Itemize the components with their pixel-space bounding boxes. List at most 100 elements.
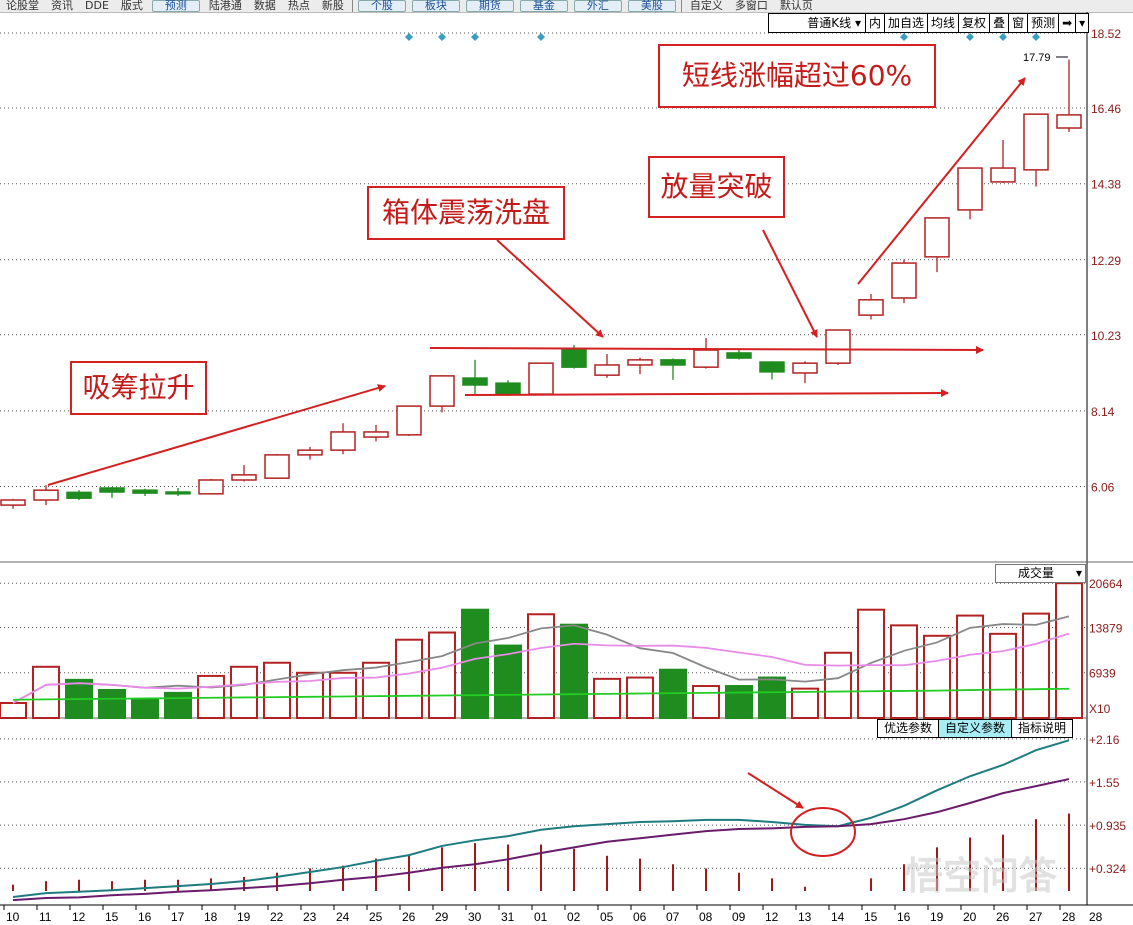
menu-item[interactable]: 热点 xyxy=(287,0,310,12)
event-marker-icon xyxy=(405,33,413,41)
button-window[interactable]: 窗 xyxy=(1009,14,1029,32)
market-button-sector[interactable]: 板块 xyxy=(411,0,460,12)
candle-02 xyxy=(561,349,587,368)
date-label: 02 xyxy=(567,910,581,924)
indicator-select-value: 成交量 xyxy=(1017,566,1054,580)
volume-bar-26 xyxy=(989,632,1017,719)
button-moving-average[interactable]: 均线 xyxy=(928,14,960,32)
event-marker-icon xyxy=(1032,33,1040,41)
annotation-arrow xyxy=(47,384,386,486)
candle-10 xyxy=(0,499,26,506)
date-label: 28 xyxy=(1089,910,1103,924)
candle-07 xyxy=(660,359,686,366)
candle-30 xyxy=(462,377,488,386)
max-price-label: 17.79 xyxy=(1023,52,1051,64)
volume-bar-17 xyxy=(164,691,192,720)
candle-25 xyxy=(363,431,389,438)
candle-12 xyxy=(759,361,785,373)
event-marker-icon xyxy=(966,33,974,41)
date-label: 15 xyxy=(864,910,878,924)
dropdown-icon[interactable]: ▾ xyxy=(1079,16,1086,30)
date-label: 12 xyxy=(72,910,86,924)
jump-to-end-icon[interactable]: ➡ xyxy=(1059,14,1077,32)
market-button-stock[interactable]: 个股 xyxy=(357,0,406,12)
volume-bar-02 xyxy=(560,623,588,720)
macd-tick-label: +0.324 xyxy=(1089,862,1126,876)
date-label: 07 xyxy=(666,910,680,924)
button-add-watchlist[interactable]: 加自选 xyxy=(885,14,929,32)
date-label: 26 xyxy=(402,910,416,924)
volume-bar-22 xyxy=(263,661,291,720)
menu-item[interactable]: 自定义 xyxy=(689,0,723,12)
volume-bar-24 xyxy=(329,671,357,719)
volume-tick-label: 6939 xyxy=(1089,667,1116,681)
annotation-accumulation: 吸筹拉升 xyxy=(70,361,207,415)
annotation-circle xyxy=(790,807,856,857)
candle-06 xyxy=(627,359,653,366)
menu-item[interactable]: DDE xyxy=(85,0,109,12)
candle-05 xyxy=(594,364,620,376)
volume-bar-16 xyxy=(890,624,918,719)
date-label: 19 xyxy=(930,910,944,924)
candle-13 xyxy=(792,362,818,374)
date-label: 06 xyxy=(633,910,647,924)
volume-bar-28 xyxy=(1055,582,1083,720)
date-label: 27 xyxy=(1029,910,1043,924)
market-button-futures[interactable]: 期货 xyxy=(465,0,514,12)
annotation-arrow xyxy=(464,389,949,398)
market-button-fund[interactable]: 基金 xyxy=(519,0,568,12)
price-tick-label: 18.52 xyxy=(1091,27,1121,41)
predict-button[interactable]: 预测 xyxy=(151,0,200,12)
annotation-arrow xyxy=(857,77,1026,285)
volume-tick-label: 20664 xyxy=(1089,577,1123,591)
date-label: 13 xyxy=(798,910,812,924)
tab-indicator-help[interactable]: 指标说明 xyxy=(1012,720,1073,737)
divider xyxy=(680,0,682,12)
menu-item[interactable]: 多窗口 xyxy=(734,0,768,12)
button-overlay[interactable]: 叠 xyxy=(990,14,1010,32)
chart-type-select[interactable]: 普通K线 ▾ xyxy=(769,14,866,32)
candle-19 xyxy=(924,217,950,258)
candle-14 xyxy=(825,329,851,364)
annotation-arrow xyxy=(747,772,804,809)
volume-bar-14 xyxy=(824,651,852,719)
price-tick-label: 8.14 xyxy=(1091,405,1115,419)
candle-19 xyxy=(231,474,257,481)
date-label: 14 xyxy=(831,910,845,924)
date-label: 10 xyxy=(6,910,20,924)
date-label: 26 xyxy=(996,910,1010,924)
volume-bar-26 xyxy=(395,638,423,720)
menu-item[interactable]: 论股堂 xyxy=(6,0,39,12)
volume-ma-long-line xyxy=(12,687,1070,701)
volume-bar-05 xyxy=(593,677,621,719)
menu-item[interactable]: 资讯 xyxy=(51,0,73,12)
event-marker-icon xyxy=(999,33,1007,41)
event-marker-icon xyxy=(900,33,908,41)
menu-item[interactable]: 默认页 xyxy=(779,0,813,12)
macd-tick-label: +2.16 xyxy=(1089,733,1120,747)
volume-bar-29 xyxy=(428,631,456,719)
indicator-select-volume[interactable]: 成交量 ▾ xyxy=(995,564,1086,583)
date-label: 16 xyxy=(138,910,152,924)
button-adjust[interactable]: 复权 xyxy=(959,14,991,32)
volume-bar-06 xyxy=(626,676,654,719)
event-marker-icon xyxy=(438,33,446,41)
main-menu-bar: 论股堂 资讯 DDE 版式 预测 陆港通 数据 热点 新股 个股 板块 期货 基金 外汇 美股 自定义 多窗口默… xyxy=(0,0,1133,13)
tab-preferred-params[interactable]: 优选参数 xyxy=(878,720,940,737)
menu-item[interactable]: 数据 xyxy=(253,0,276,12)
volume-bar-08 xyxy=(692,685,720,719)
menu-item[interactable]: 陆港通 xyxy=(208,0,242,12)
candle-11 xyxy=(33,489,59,501)
volume-bar-27 xyxy=(1022,612,1050,719)
market-button-forex[interactable]: 外汇 xyxy=(573,0,622,12)
date-label: 23 xyxy=(303,910,317,924)
menu-item[interactable]: 新股 xyxy=(321,0,344,12)
button-predict[interactable]: 预测 xyxy=(1028,14,1060,32)
candle-16 xyxy=(132,489,158,494)
date-label: 20 xyxy=(963,910,977,924)
menu-item[interactable]: 版式 xyxy=(120,0,143,12)
button-inner[interactable]: 内 xyxy=(866,14,886,32)
tab-custom-params[interactable]: 自定义参数 xyxy=(939,720,1013,737)
market-button-us[interactable]: 美股 xyxy=(627,0,676,12)
